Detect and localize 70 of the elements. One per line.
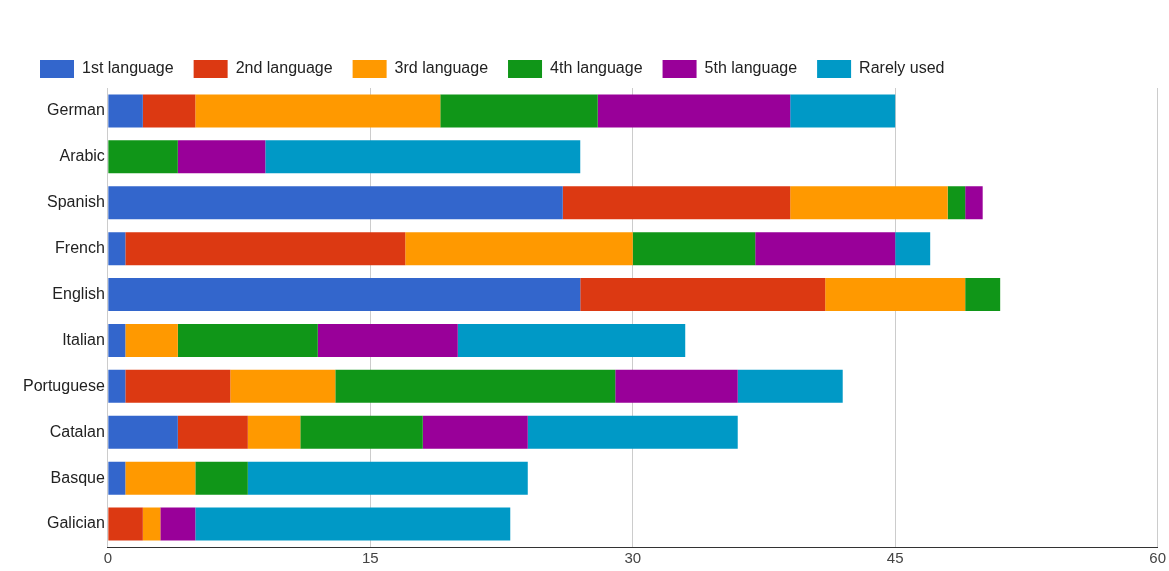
legend-label: 2nd language [235, 59, 333, 77]
bar [108, 186, 563, 220]
bar [108, 278, 581, 312]
x-tick-label: 0 [103, 549, 113, 567]
bar [108, 94, 143, 128]
legend-label: Rarely used [859, 59, 945, 77]
legend-label: 5th language [704, 59, 798, 77]
bar [177, 140, 266, 174]
bar [108, 232, 126, 266]
bar [580, 278, 826, 312]
bar [947, 186, 966, 220]
bar [108, 369, 126, 403]
legend-label: 1st language [82, 59, 174, 77]
y-tick-label: French [55, 239, 105, 257]
bar [790, 186, 948, 220]
bar [125, 232, 406, 266]
y-tick-label: Portuguese [22, 376, 105, 394]
bar [125, 323, 178, 357]
bar [405, 232, 633, 266]
bar [335, 369, 616, 403]
bar [457, 323, 686, 357]
y-tick-label: English [52, 284, 105, 302]
y-tick-label: German [47, 101, 105, 119]
bar [247, 461, 528, 495]
bar [125, 461, 196, 495]
bar [265, 140, 581, 174]
bar [160, 507, 196, 541]
bar [108, 323, 126, 357]
bar [142, 507, 161, 541]
x-tick-label: 45 [886, 549, 904, 567]
bar [230, 369, 336, 403]
bar [247, 415, 301, 449]
y-tick-label: Catalan [49, 422, 105, 440]
x-tick-label: 15 [361, 549, 379, 567]
y-tick-label: Spanish [47, 193, 105, 211]
bar [615, 369, 738, 403]
bar [597, 94, 791, 128]
legend-label: 4th language [550, 59, 643, 77]
y-tick-label: Arabic [59, 147, 105, 165]
bar [737, 369, 843, 403]
bar [195, 507, 511, 541]
bar [108, 415, 178, 449]
bar [177, 323, 318, 357]
bar [125, 369, 231, 403]
bar [895, 232, 931, 266]
x-tick-label: 30 [624, 549, 642, 567]
bar [108, 140, 178, 174]
bar [755, 232, 896, 266]
bar [195, 461, 248, 495]
x-tick-label: 60 [1149, 549, 1166, 567]
bar [108, 507, 143, 541]
bar [440, 94, 598, 128]
bar [422, 415, 528, 449]
y-tick-label: Galician [47, 514, 105, 532]
bar [632, 232, 756, 266]
bar [317, 323, 458, 357]
bar [825, 278, 966, 312]
bar [965, 278, 1001, 312]
bar [527, 415, 738, 449]
bar [300, 415, 423, 449]
bar [965, 186, 983, 220]
bar [195, 94, 441, 128]
bar [108, 461, 126, 495]
y-tick-label: Basque [50, 468, 105, 486]
bar [562, 186, 791, 220]
y-tick-label: Italian [62, 330, 105, 348]
bar [790, 94, 896, 128]
legend-label: 3rd language [394, 59, 489, 77]
bar [177, 415, 248, 449]
bar [142, 94, 196, 128]
